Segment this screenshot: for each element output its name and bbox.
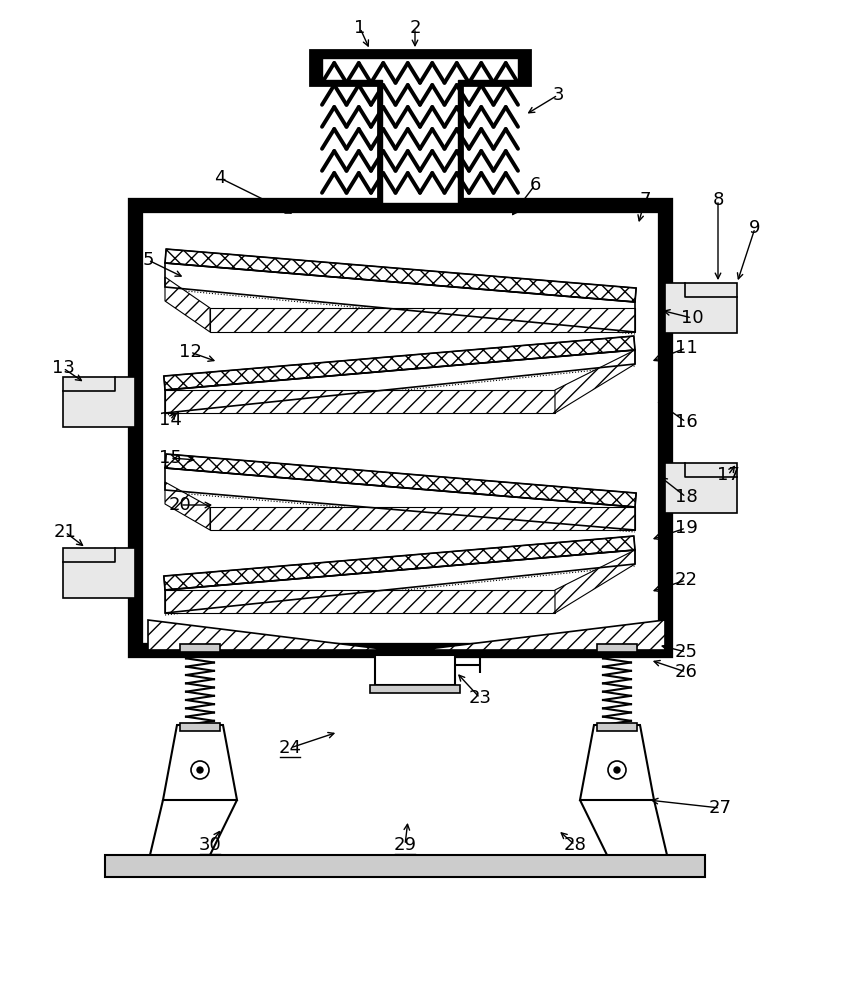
- Polygon shape: [164, 336, 635, 390]
- Text: 30: 30: [198, 836, 221, 854]
- Bar: [63, 548, 135, 598]
- Bar: [665, 463, 737, 513]
- Polygon shape: [165, 590, 555, 613]
- Polygon shape: [148, 620, 390, 650]
- Bar: [370, 685, 460, 693]
- Text: 1: 1: [354, 19, 366, 37]
- Polygon shape: [163, 725, 237, 800]
- Circle shape: [191, 761, 209, 779]
- Text: 23: 23: [468, 689, 491, 707]
- Text: 8: 8: [712, 191, 724, 209]
- Text: 15: 15: [159, 449, 182, 467]
- Text: 16: 16: [674, 413, 697, 431]
- Text: 9: 9: [749, 219, 761, 237]
- Circle shape: [608, 761, 626, 779]
- Bar: [135, 205, 665, 650]
- Text: 3: 3: [553, 86, 563, 104]
- Text: 10: 10: [680, 309, 703, 327]
- Text: 27: 27: [708, 799, 732, 817]
- Polygon shape: [580, 725, 654, 800]
- Polygon shape: [165, 277, 210, 332]
- Circle shape: [614, 767, 620, 773]
- Polygon shape: [322, 58, 518, 203]
- Text: 13: 13: [51, 359, 75, 377]
- Text: 29: 29: [394, 836, 416, 854]
- Text: 26: 26: [674, 663, 697, 681]
- Circle shape: [197, 767, 203, 773]
- Text: 4: 4: [214, 169, 225, 187]
- Polygon shape: [310, 50, 530, 208]
- Text: 7: 7: [639, 191, 651, 209]
- Bar: [180, 644, 220, 652]
- Text: 12: 12: [178, 343, 202, 361]
- Polygon shape: [164, 536, 635, 590]
- Polygon shape: [210, 507, 635, 530]
- Text: 24: 24: [278, 739, 302, 757]
- Polygon shape: [555, 350, 635, 413]
- Text: 11: 11: [674, 339, 697, 357]
- Bar: [375, 655, 455, 685]
- Bar: [597, 644, 637, 652]
- Bar: [180, 723, 220, 731]
- Bar: [665, 283, 737, 333]
- Polygon shape: [165, 390, 555, 413]
- Polygon shape: [165, 454, 636, 507]
- Text: 6: 6: [529, 176, 541, 194]
- Polygon shape: [210, 308, 635, 332]
- Text: 22: 22: [674, 571, 697, 589]
- Text: 28: 28: [563, 836, 586, 854]
- Bar: [63, 377, 135, 427]
- Bar: [597, 723, 637, 731]
- Text: 21: 21: [54, 523, 77, 541]
- Text: 25: 25: [674, 643, 697, 661]
- Text: 19: 19: [674, 519, 697, 537]
- Text: 18: 18: [674, 488, 697, 506]
- Text: 20: 20: [169, 496, 192, 514]
- Polygon shape: [420, 620, 665, 650]
- Text: 14: 14: [159, 411, 182, 429]
- Text: 5: 5: [142, 251, 154, 269]
- Polygon shape: [165, 482, 210, 530]
- Text: 2: 2: [410, 19, 420, 37]
- Polygon shape: [165, 249, 636, 302]
- Text: 17: 17: [717, 466, 739, 484]
- Bar: [105, 855, 705, 877]
- Polygon shape: [555, 550, 635, 613]
